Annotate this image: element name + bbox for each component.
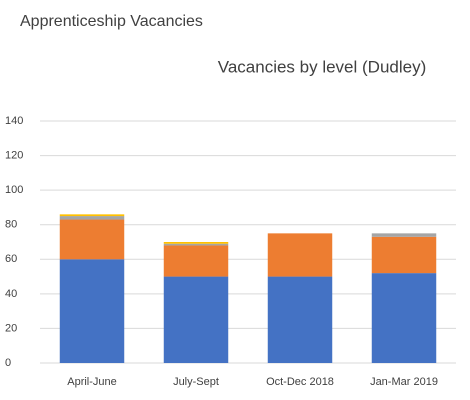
- bar-segment: [59, 219, 125, 260]
- page-title: Apprenticeship Vacancies: [20, 13, 203, 30]
- bar-segment: [163, 245, 229, 277]
- bar-segment: [267, 233, 333, 277]
- y-tick-label: 40: [5, 288, 17, 300]
- y-tick-label: 20: [5, 322, 17, 334]
- bar-segment: [371, 273, 437, 363]
- bar-segment: [59, 216, 125, 220]
- bar-segment: [163, 276, 229, 363]
- x-tick-label: April-June: [67, 376, 117, 388]
- x-tick-label: July-Sept: [173, 376, 219, 388]
- bar-segment: [371, 236, 437, 274]
- bar-segment: [163, 242, 229, 244]
- bar-segment: [371, 233, 437, 237]
- x-tick-label: Oct-Dec 2018: [266, 376, 334, 388]
- bar-segment: [267, 276, 333, 363]
- y-tick-label: 60: [5, 253, 17, 265]
- bar-segment: [163, 243, 229, 246]
- x-tick-label: Jan-Mar 2019: [370, 376, 438, 388]
- y-tick-label: 0: [5, 357, 11, 369]
- bar-segment: [59, 214, 125, 217]
- y-tick-label: 140: [5, 115, 23, 127]
- y-tick-label: 100: [5, 184, 23, 196]
- y-tick-label: 120: [5, 149, 23, 161]
- bar-segment: [59, 259, 125, 363]
- y-tick-label: 80: [5, 219, 17, 231]
- chart-title: Vacancies by level (Dudley): [218, 57, 427, 76]
